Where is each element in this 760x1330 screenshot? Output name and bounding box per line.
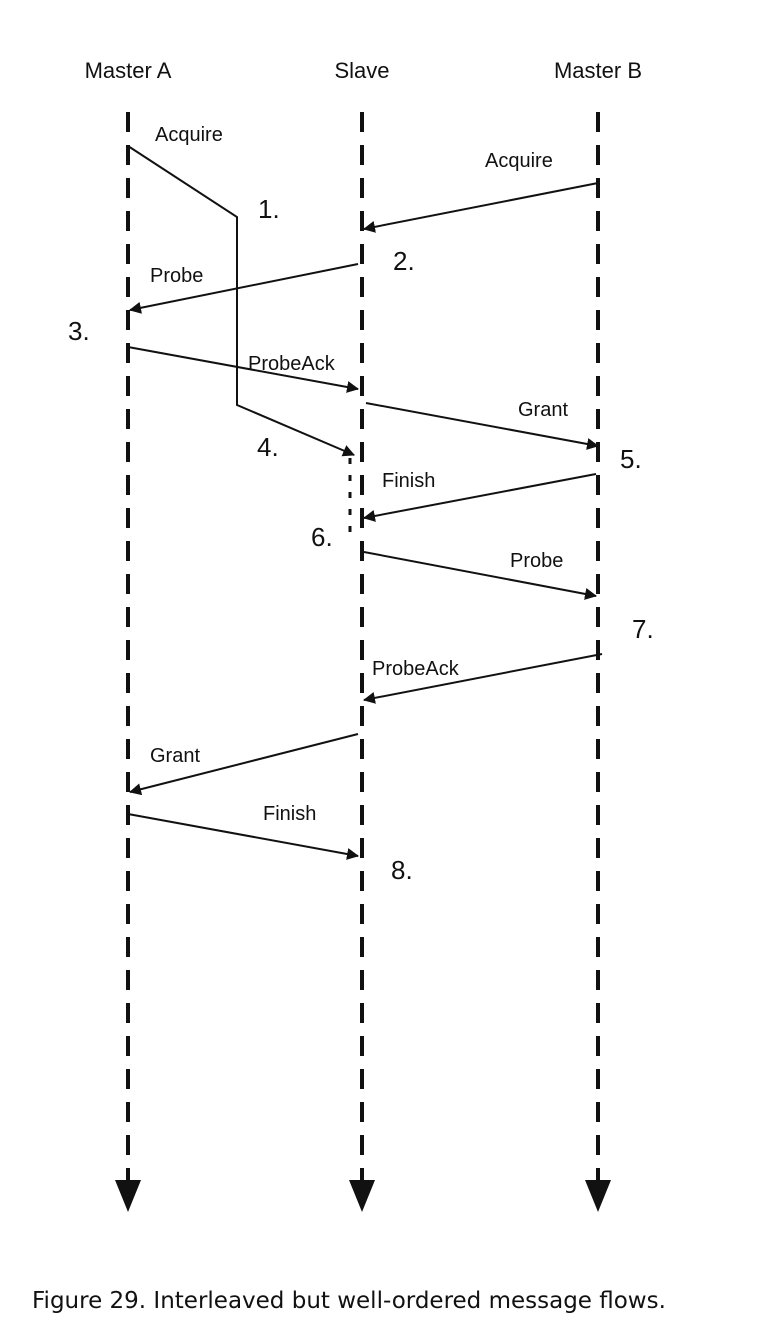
step-label-5: 5. xyxy=(620,444,642,474)
arrow-acquire-a xyxy=(127,145,355,457)
lifeline-end-arrow-slave xyxy=(349,1180,375,1212)
arrow-acquire-b xyxy=(363,182,599,233)
label-probeack-1: ProbeAck xyxy=(248,353,336,375)
label-grant-1: Grant xyxy=(518,399,568,421)
figure-caption: Figure 29. Interleaved but well-ordered … xyxy=(32,1288,666,1314)
label-grant-2: Grant xyxy=(150,745,200,767)
step-label-3: 3. xyxy=(68,316,90,346)
arrow-probe-2 xyxy=(363,551,597,600)
label-finish-1: Finish xyxy=(382,470,435,492)
label-acquire-a: Acquire xyxy=(155,124,223,146)
step-label-8: 8. xyxy=(391,855,413,885)
label-probeack-2: ProbeAck xyxy=(372,658,460,680)
arrow-finish-2 xyxy=(127,813,359,860)
arrow-finish-1 xyxy=(363,473,597,522)
arrow-grant-1 xyxy=(365,402,599,450)
label-probe-2: Probe xyxy=(510,550,563,572)
arrow-grant-2 xyxy=(129,733,359,796)
arrow-probeack-2 xyxy=(363,653,603,704)
lane-title-slave: Slave xyxy=(334,58,389,83)
lane-title-master-b: Master B xyxy=(554,58,642,83)
step-label-6: 6. xyxy=(311,522,333,552)
step-label-4: 4. xyxy=(257,432,279,462)
lifeline-end-arrow-master-a xyxy=(115,1180,141,1212)
step-label-2: 2. xyxy=(393,246,415,276)
lane-title-master-a: Master A xyxy=(85,58,172,83)
label-acquire-b: Acquire xyxy=(485,150,553,172)
sequence-diagram: Master A Slave Master B Acquire Acquire … xyxy=(68,58,654,1212)
lifeline-end-arrow-master-b xyxy=(585,1180,611,1212)
step-label-7: 7. xyxy=(632,614,654,644)
label-probe-1: Probe xyxy=(150,265,203,287)
arrow-probeack-1 xyxy=(127,346,359,393)
arrow-probe-1 xyxy=(129,263,359,314)
step-label-1: 1. xyxy=(258,194,280,224)
label-finish-2: Finish xyxy=(263,803,316,825)
